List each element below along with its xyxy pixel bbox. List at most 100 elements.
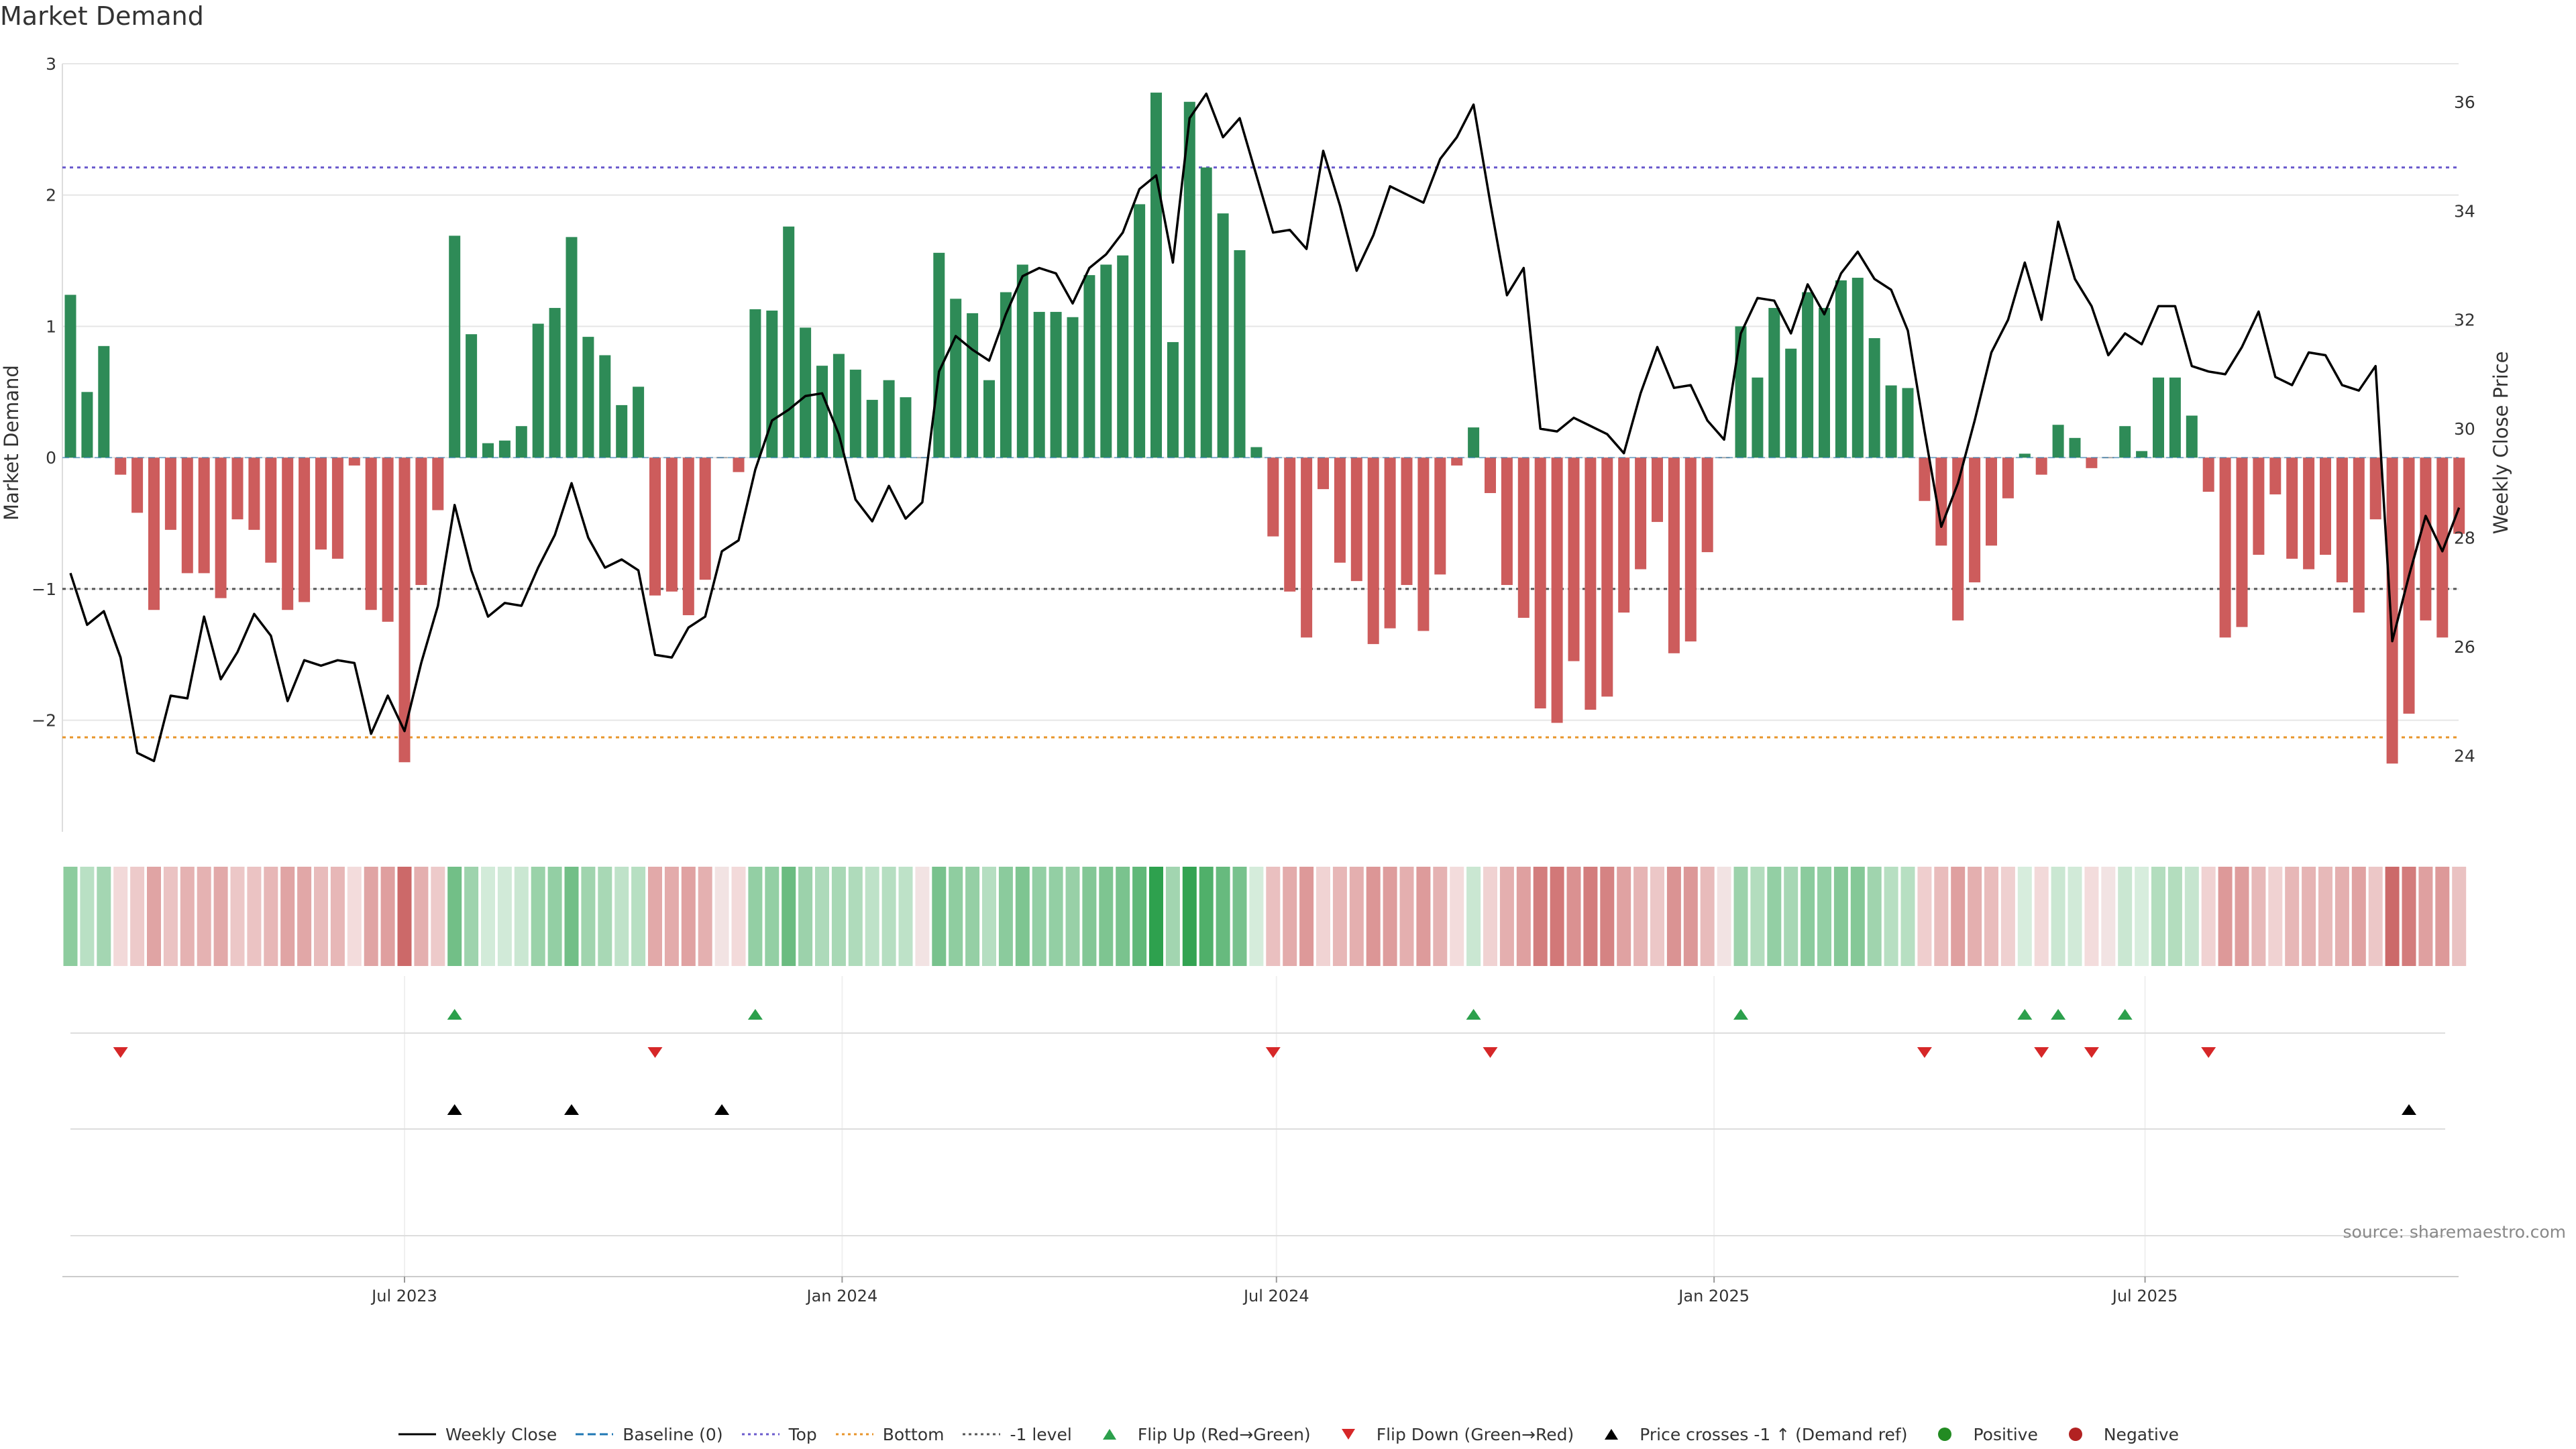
heat-cell <box>431 867 445 966</box>
demand-bar <box>2320 458 2331 555</box>
heat-cell <box>815 867 829 966</box>
demand-bar <box>1318 458 1329 490</box>
demand-bar <box>2253 458 2265 555</box>
legend-label: -1 level <box>1010 1424 1072 1444</box>
heat-cell <box>1934 867 1949 966</box>
heat-cell <box>197 867 211 966</box>
heat-cell <box>213 867 228 966</box>
legend-label: Positive <box>1973 1424 2038 1444</box>
heat-cell <box>965 867 980 966</box>
heat-cell <box>2084 867 2099 966</box>
demand-bar <box>1585 458 1597 710</box>
x-tick-label: Jan 2024 <box>806 1287 878 1305</box>
demand-bar <box>1200 167 1212 458</box>
y-tick-left: 3 <box>46 54 56 74</box>
heat-cell <box>2302 867 2316 966</box>
demand-bar <box>967 313 979 458</box>
flip-up-marker <box>2051 1009 2066 1020</box>
heat-cell <box>547 867 562 966</box>
heat-cell <box>631 867 646 966</box>
demand-bar <box>1885 385 1897 458</box>
demand-bar <box>1284 458 1296 592</box>
legend-label: Top <box>788 1424 817 1444</box>
heat-cell <box>1232 867 1247 966</box>
chart-legend: Weekly Close Baseline (0) Top Bottom -1 leve… <box>0 1421 2576 1448</box>
legend-label: Flip Up (Red→Green) <box>1137 1424 1311 1444</box>
heat-cell <box>1650 867 1664 966</box>
y-tick-left: 1 <box>46 317 56 336</box>
heat-cell <box>564 867 579 966</box>
demand-bar <box>883 380 895 458</box>
heat-cell <box>1165 867 1180 966</box>
heat-cell <box>898 867 913 966</box>
y-tick-left: 0 <box>46 448 56 468</box>
legend-label: Bottom <box>882 1424 945 1444</box>
heat-cell <box>1884 867 1898 966</box>
demand-bar <box>1534 458 1546 709</box>
heat-cell <box>364 867 378 966</box>
demand-bar <box>1468 427 1480 458</box>
price-cross-marker <box>447 1104 462 1115</box>
heat-cell <box>782 867 796 966</box>
heat-cell <box>1249 867 1264 966</box>
heat-cell <box>1617 867 1631 966</box>
demand-bar <box>800 327 812 458</box>
legend-marker-icon <box>741 1433 780 1436</box>
demand-bar <box>1250 447 1263 458</box>
demand-bar <box>299 458 311 602</box>
demand-bar <box>2286 458 2298 559</box>
demand-bar <box>1033 311 1045 458</box>
legend-marker-icon <box>398 1433 436 1436</box>
demand-bar <box>2069 437 2081 458</box>
demand-bar <box>1434 458 1446 575</box>
x-tick-label: Jan 2025 <box>1677 1287 1750 1305</box>
legend-marker-icon <box>2068 1428 2082 1441</box>
demand-bar <box>2369 458 2381 520</box>
price-cross-marker <box>2402 1104 2416 1115</box>
demand-bar <box>1117 255 1129 458</box>
heat-cell <box>932 867 947 966</box>
heat-cell <box>848 867 863 966</box>
heat-cell <box>1968 867 1982 966</box>
flip-up-marker <box>1733 1009 1748 1020</box>
heat-cell <box>1683 867 1698 966</box>
heat-cell <box>1733 867 1748 966</box>
heat-cell <box>664 867 679 966</box>
heat-cell <box>1700 867 1715 966</box>
demand-bar <box>2136 451 2148 458</box>
heat-cell <box>748 867 763 966</box>
demand-bar <box>2219 458 2231 638</box>
legend-marker-icon <box>1605 1429 1619 1440</box>
demand-bar <box>1551 458 1563 723</box>
y-tick-right: 36 <box>2454 93 2475 112</box>
demand-bar <box>1083 275 1095 458</box>
demand-bar <box>1568 458 1580 661</box>
demand-bar <box>215 458 227 598</box>
heat-cell <box>1850 867 1865 966</box>
heat-cell <box>2051 867 2065 966</box>
demand-bar <box>466 334 478 458</box>
demand-bar <box>1350 458 1362 582</box>
heat-cell <box>464 867 479 966</box>
heat-cell <box>731 867 746 966</box>
legend-label: Price crosses -1 ↑ (Demand ref) <box>1640 1424 1908 1444</box>
heat-cell <box>63 867 78 966</box>
flip-down-marker <box>1917 1047 1932 1058</box>
y-tick-right: 30 <box>2454 419 2475 439</box>
demand-bar <box>633 386 645 458</box>
heat-cell <box>1767 867 1782 966</box>
heat-cell <box>2151 867 2165 966</box>
heat-cell <box>347 867 362 966</box>
heat-cell <box>2334 867 2349 966</box>
demand-bar <box>1451 458 1463 466</box>
demand-bar <box>64 294 76 458</box>
demand-bar <box>749 309 761 458</box>
heat-cell <box>1483 867 1497 966</box>
demand-bar <box>348 458 360 466</box>
demand-bar <box>265 458 277 563</box>
heat-cell <box>80 867 95 966</box>
demand-bar <box>365 458 377 610</box>
demand-bar <box>1234 250 1246 458</box>
demand-bar <box>833 354 845 458</box>
demand-bar <box>115 458 127 475</box>
